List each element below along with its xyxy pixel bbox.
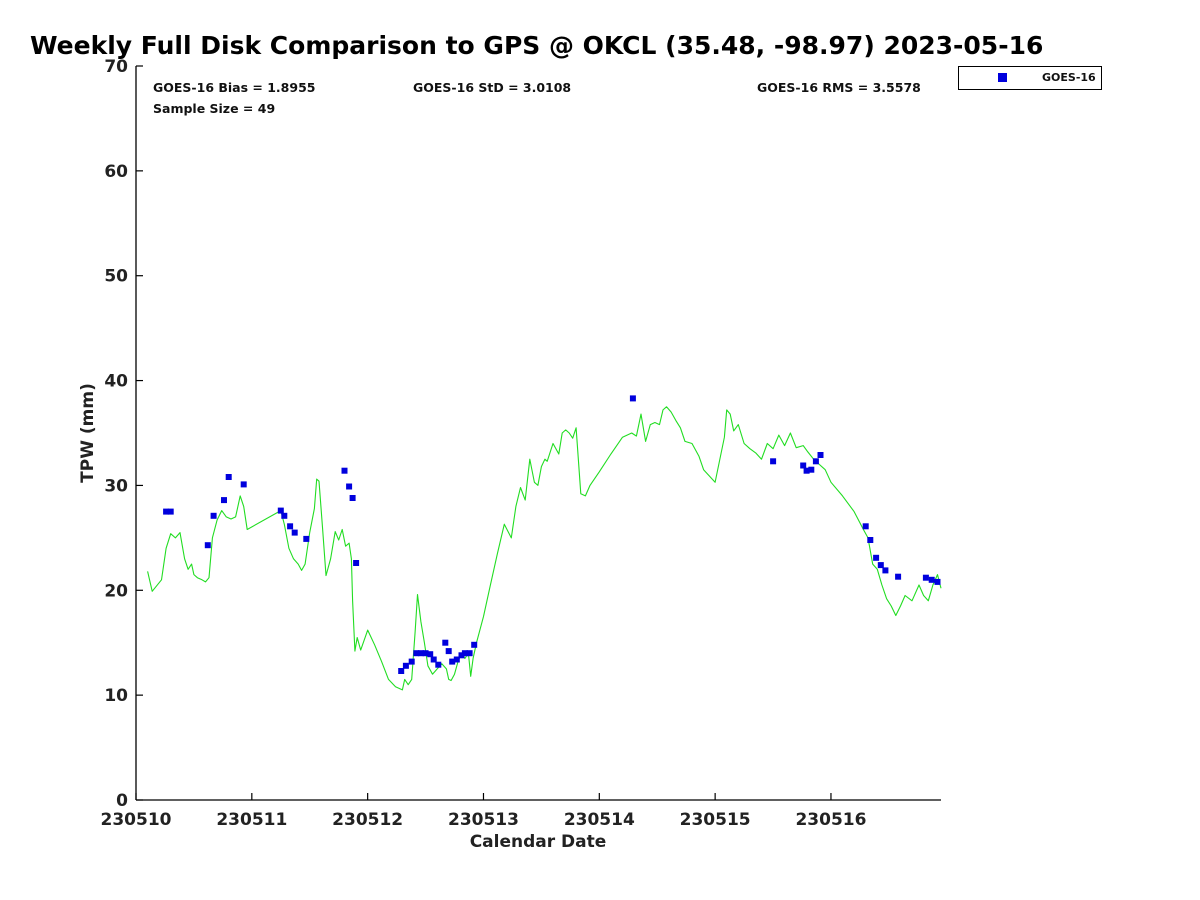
goes16-point [291, 529, 298, 536]
goes16-point [435, 661, 442, 668]
goes16-point [800, 462, 807, 469]
goes16-point [928, 576, 935, 583]
goes16-point [430, 656, 437, 663]
x-tick-label: 230516 [795, 810, 866, 830]
x-tick-label: 230515 [680, 810, 751, 830]
goes16-point [427, 651, 434, 658]
goes16-point [349, 495, 356, 501]
goes16-point [341, 467, 348, 474]
y-tick-label: 70 [104, 57, 128, 77]
legend-box [958, 66, 1102, 90]
legend: GOES-16 [958, 66, 1102, 90]
goes16-point [808, 466, 815, 473]
x-tick-label: 230514 [564, 810, 635, 830]
legend-marker-goes16 [998, 73, 1007, 82]
sample-size-stat: Sample Size = 49 [153, 101, 275, 116]
goes16-point [895, 573, 902, 580]
goes16-point [770, 458, 777, 465]
goes16-point [922, 574, 929, 581]
x-tick-label: 230511 [216, 810, 287, 830]
goes16-point [346, 483, 353, 490]
y-tick-label: 60 [104, 162, 128, 182]
goes16-point [466, 650, 473, 657]
goes16-point [287, 523, 294, 530]
gps-line [147, 406, 942, 691]
goes16-point [221, 497, 227, 504]
goes16-point [934, 578, 941, 585]
y-tick-label: 10 [104, 686, 128, 706]
goes16-point [873, 554, 880, 561]
stats-annotations: GOES-16 Bias = 1.8955 GOES-16 StD = 3.01… [153, 80, 921, 116]
x-tick-label: 230512 [332, 810, 403, 830]
goes16-point [877, 562, 884, 569]
std-stat: GOES-16 StD = 3.0108 [413, 80, 571, 95]
goes16-point [812, 458, 819, 465]
goes16-point [471, 641, 478, 648]
goes16-point [445, 648, 452, 655]
legend-label-goes16: GOES-16 [1042, 71, 1096, 84]
goes16-point [413, 650, 420, 657]
goes16-point [163, 508, 170, 515]
x-tick-label: 230513 [448, 810, 519, 830]
y-tick-label: 50 [104, 267, 128, 287]
goes16-point [882, 567, 889, 574]
goes16-point [458, 652, 465, 659]
goes16-point [442, 639, 449, 646]
y-tick-label: 30 [104, 476, 128, 496]
goes16-point [210, 512, 217, 519]
plot-area: 0 10 20 30 40 50 60 70 230510 230511 230512 230513… [101, 57, 942, 830]
x-axis-label: Calendar Date [470, 832, 607, 852]
goes16-point [225, 474, 232, 480]
goes16-point [408, 658, 415, 665]
goes16-point [398, 668, 405, 674]
goes16-point [303, 535, 310, 542]
gps-series [147, 406, 942, 691]
y-tick-label: 20 [104, 581, 128, 601]
y-axis-ticks: 0 10 20 30 40 50 60 70 [104, 57, 143, 811]
goes16-point [862, 523, 869, 530]
goes16-series [163, 395, 941, 674]
x-axis-ticks: 230510 230511 230512 230513 230514 230515 2305… [101, 793, 866, 830]
goes16-point [461, 650, 468, 657]
goes16-point [204, 542, 211, 549]
bias-stat: GOES-16 Bias = 1.8955 [153, 80, 315, 95]
goes16-point [402, 662, 409, 669]
goes16-point [817, 452, 824, 458]
goes16-point [417, 650, 424, 657]
goes16-point [353, 560, 360, 566]
y-tick-label: 0 [116, 791, 128, 811]
goes16-point [803, 467, 810, 474]
goes16-point [449, 658, 456, 665]
goes16-point [240, 481, 247, 488]
goes16-point [277, 507, 284, 514]
goes16-point [281, 512, 288, 519]
y-tick-label: 40 [104, 372, 128, 392]
goes16-point [453, 656, 460, 663]
goes16-point [167, 508, 174, 515]
chart-title: Weekly Full Disk Comparison to GPS @ OKC… [30, 31, 1043, 60]
goes16-point [629, 395, 636, 402]
goes16-point [422, 650, 429, 657]
rms-stat: GOES-16 RMS = 3.5578 [757, 80, 921, 95]
y-axis-label: TPW (mm) [78, 383, 98, 483]
plot-frame [136, 66, 941, 800]
x-tick-label: 230510 [101, 810, 172, 830]
goes16-point [867, 537, 874, 543]
